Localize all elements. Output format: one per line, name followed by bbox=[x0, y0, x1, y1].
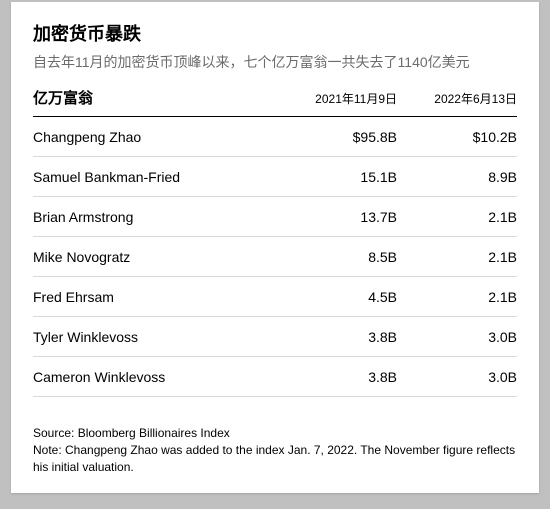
footer-source: Source: Bloomberg Billionaires Index bbox=[33, 425, 517, 442]
table-row: Brian Armstrong13.7B2.1B bbox=[33, 197, 517, 237]
cell-val2: 3.0B bbox=[397, 369, 517, 385]
cell-val1: 15.1B bbox=[277, 169, 397, 185]
cell-val2: 3.0B bbox=[397, 329, 517, 345]
cell-val1: 13.7B bbox=[277, 209, 397, 225]
card: 加密货币暴跌 自去年11月的加密货币顶峰以来，七个亿万富翁一共失去了1140亿美… bbox=[11, 2, 539, 493]
cell-val2: $10.2B bbox=[397, 129, 517, 145]
table-row: Tyler Winklevoss3.8B3.0B bbox=[33, 317, 517, 357]
cell-name: Brian Armstrong bbox=[33, 209, 277, 225]
title: 加密货币暴跌 bbox=[33, 20, 517, 46]
table-row: Fred Ehrsam4.5B2.1B bbox=[33, 277, 517, 317]
column-header-date2: 2022年6月13日 bbox=[397, 90, 517, 107]
table-header: 亿万富翁 2021年11月9日 2022年6月13日 bbox=[33, 81, 517, 117]
footer: Source: Bloomberg Billionaires Index Not… bbox=[33, 425, 517, 475]
cell-val2: 2.1B bbox=[397, 209, 517, 225]
cell-val1: 3.8B bbox=[277, 369, 397, 385]
column-header-date1: 2021年11月9日 bbox=[277, 90, 397, 107]
table-row: Samuel Bankman-Fried15.1B8.9B bbox=[33, 157, 517, 197]
footer-note: Note: Changpeng Zhao was added to the in… bbox=[33, 442, 517, 476]
table-row: Changpeng Zhao$95.8B$10.2B bbox=[33, 117, 517, 157]
cell-name: Mike Novogratz bbox=[33, 249, 277, 265]
cell-val1: 8.5B bbox=[277, 249, 397, 265]
cell-val2: 2.1B bbox=[397, 249, 517, 265]
cell-name: Tyler Winklevoss bbox=[33, 329, 277, 345]
table-body: Changpeng Zhao$95.8B$10.2BSamuel Bankman… bbox=[33, 117, 517, 397]
cell-name: Changpeng Zhao bbox=[33, 129, 277, 145]
cell-name: Fred Ehrsam bbox=[33, 289, 277, 305]
cell-name: Samuel Bankman-Fried bbox=[33, 169, 277, 185]
table-row: Cameron Winklevoss3.8B3.0B bbox=[33, 357, 517, 397]
cell-val1: $95.8B bbox=[277, 129, 397, 145]
cell-val1: 3.8B bbox=[277, 329, 397, 345]
column-header-name: 亿万富翁 bbox=[33, 87, 277, 108]
table: 亿万富翁 2021年11月9日 2022年6月13日 Changpeng Zha… bbox=[33, 81, 517, 397]
cell-val2: 2.1B bbox=[397, 289, 517, 305]
cell-val1: 4.5B bbox=[277, 289, 397, 305]
table-row: Mike Novogratz8.5B2.1B bbox=[33, 237, 517, 277]
subtitle: 自去年11月的加密货币顶峰以来，七个亿万富翁一共失去了1140亿美元 bbox=[33, 52, 517, 73]
cell-val2: 8.9B bbox=[397, 169, 517, 185]
cell-name: Cameron Winklevoss bbox=[33, 369, 277, 385]
